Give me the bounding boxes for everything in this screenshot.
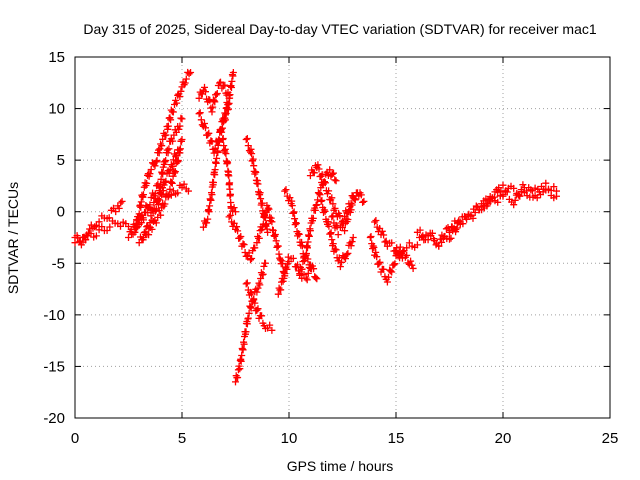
data-point-markers bbox=[371, 217, 406, 262]
y-tick-label: 15 bbox=[48, 49, 65, 66]
x-tick-label: 10 bbox=[281, 430, 298, 447]
y-tick-label: -20 bbox=[43, 410, 65, 427]
series-arc3 bbox=[131, 68, 195, 236]
series-arc18 bbox=[296, 166, 340, 278]
series-arc9 bbox=[199, 68, 237, 231]
data-point-markers bbox=[274, 253, 314, 298]
data-point-markers bbox=[296, 166, 340, 278]
data-point-markers bbox=[140, 136, 186, 241]
y-tick-label: 0 bbox=[57, 204, 65, 221]
series-arc21 bbox=[328, 189, 368, 239]
axis-ticks: 0 5 10 15 20 25 -20 -15 -10 -5 0 5 10 15 bbox=[43, 49, 618, 447]
data-point-markers bbox=[219, 135, 239, 216]
series-arc4 bbox=[125, 114, 186, 241]
x-tick-label: 25 bbox=[602, 430, 619, 447]
x-tick-label: 15 bbox=[388, 430, 405, 447]
data-point-markers bbox=[317, 196, 357, 271]
y-tick-label: -5 bbox=[52, 255, 65, 272]
series-arc14 bbox=[242, 279, 276, 334]
data-point-markers bbox=[125, 114, 186, 241]
y-tick-label: -10 bbox=[43, 307, 65, 324]
chart-title: Day 315 of 2025, Sidereal Day-to-day VTE… bbox=[83, 21, 596, 37]
data-point-markers bbox=[306, 161, 357, 227]
series-arc27 bbox=[478, 179, 560, 211]
series-arc19 bbox=[306, 161, 357, 227]
data-point-markers bbox=[195, 78, 233, 116]
y-tick-label: 10 bbox=[48, 101, 65, 118]
series-arc6 bbox=[140, 136, 186, 241]
data-point-markers bbox=[328, 189, 368, 239]
series-arc20 bbox=[317, 196, 357, 271]
series-arc22 bbox=[366, 233, 417, 286]
data-points bbox=[71, 68, 560, 386]
data-point-markers bbox=[131, 68, 195, 236]
series-arc11 bbox=[225, 211, 259, 264]
y-axis-title: SDTVAR / TECUs bbox=[5, 182, 21, 294]
series-arc12 bbox=[242, 135, 272, 236]
data-point-markers bbox=[225, 211, 259, 264]
grid bbox=[75, 57, 610, 418]
x-tick-label: 20 bbox=[495, 430, 512, 447]
y-tick-label: -15 bbox=[43, 358, 65, 375]
data-point-markers bbox=[242, 279, 276, 334]
x-tick-label: 5 bbox=[178, 430, 186, 447]
data-point-markers bbox=[242, 135, 272, 236]
data-point-markers bbox=[478, 179, 560, 211]
data-point-markers bbox=[253, 202, 289, 278]
series-arc15 bbox=[253, 202, 289, 278]
data-point-markers bbox=[199, 68, 237, 231]
x-axis-title: GPS time / hours bbox=[287, 458, 394, 474]
series-arc16 bbox=[274, 253, 314, 298]
x-tick-label: 0 bbox=[71, 430, 79, 447]
series-arc10 bbox=[219, 135, 239, 216]
series-arc7 bbox=[195, 78, 233, 116]
plot-area-border bbox=[74, 56, 611, 419]
data-point-markers bbox=[366, 233, 417, 286]
series-arc23 bbox=[371, 217, 406, 262]
y-tick-label: 5 bbox=[57, 152, 65, 169]
